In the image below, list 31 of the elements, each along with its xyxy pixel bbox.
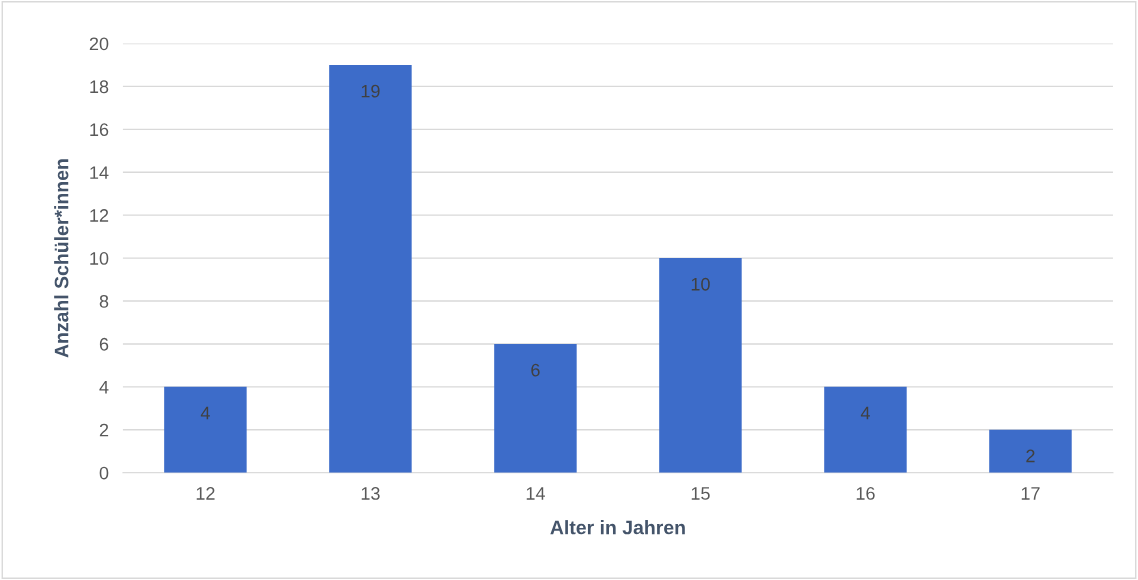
x-axis-title: Alter in Jahren (550, 520, 685, 535)
x-tick-label: 17 (1021, 487, 1040, 500)
x-tick-label: 16 (856, 487, 875, 500)
data-label: 4 (200, 406, 210, 420)
bar (494, 343, 577, 473)
x-tick-label: 13 (361, 487, 380, 500)
y-tick-label: 8 (99, 294, 109, 308)
x-tick-label: 12 (196, 487, 215, 500)
y-tick-label: 4 (99, 380, 109, 394)
y-tick-label: 14 (90, 166, 109, 179)
bar (329, 64, 412, 473)
data-label: 6 (531, 363, 540, 377)
y-tick-label: 10 (90, 252, 109, 265)
x-tick-label: 15 (691, 487, 710, 500)
y-tick-label: 20 (89, 37, 109, 51)
data-label: 2 (1026, 449, 1035, 463)
y-tick-label: 18 (90, 80, 109, 94)
bar (659, 258, 742, 473)
data-label: 10 (691, 277, 710, 291)
y-tick-label: 2 (99, 423, 109, 437)
bar (164, 386, 247, 473)
y-tick-label: 6 (99, 337, 109, 351)
y-axis-title: Anzahl Schüler*innen (54, 159, 69, 358)
x-tick-label: 14 (526, 487, 545, 500)
y-tick-label: 0 (99, 466, 109, 480)
y-tick-label: 12 (90, 209, 109, 222)
y-tick-label: 16 (90, 123, 109, 137)
data-label: 19 (361, 84, 380, 98)
data-label: 4 (860, 406, 870, 420)
bar (824, 386, 907, 473)
bar (989, 429, 1072, 473)
